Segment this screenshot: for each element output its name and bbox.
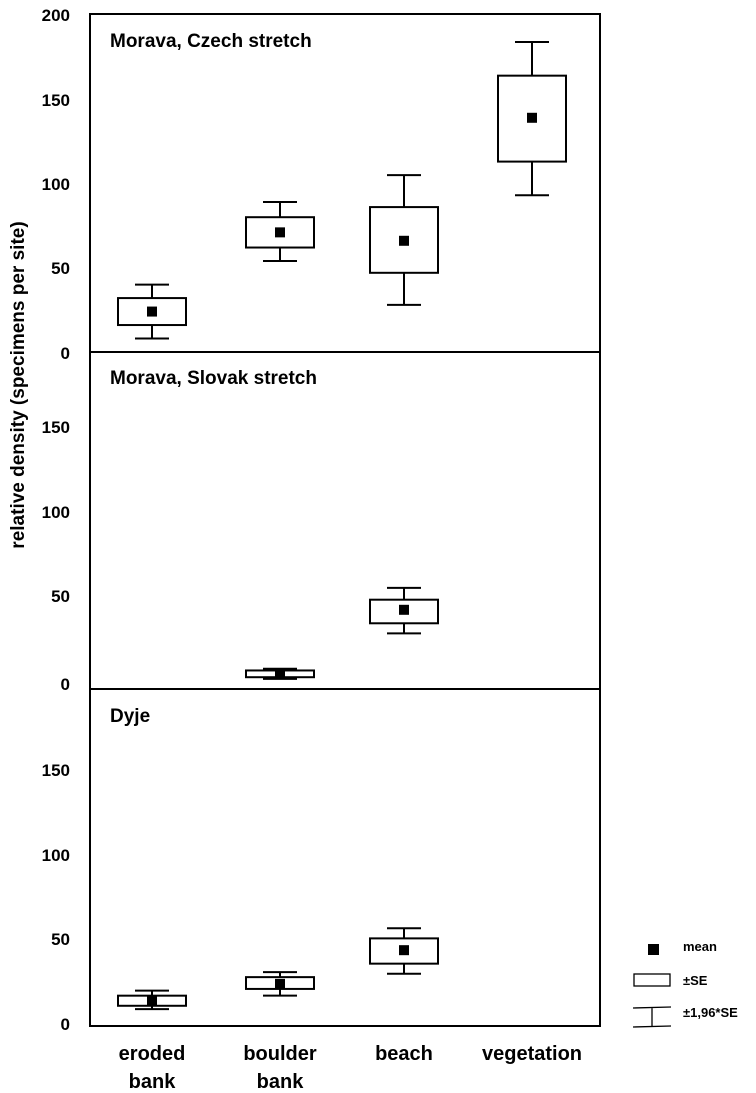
category-label-boulder-line2: bank xyxy=(257,1071,305,1093)
mean-marker-beach xyxy=(399,945,409,956)
category-label-boulder-line1: boulder xyxy=(243,1043,317,1065)
y-tick-label: 200 xyxy=(42,6,70,25)
mean-marker-eroded-bank xyxy=(147,306,157,317)
y-tick-label: 50 xyxy=(51,930,70,949)
mean-marker-beach xyxy=(399,604,409,615)
y-tick-label: 150 xyxy=(42,761,70,780)
panel-title-slovak: Morava, Slovak stretch xyxy=(110,368,317,389)
plot-frame xyxy=(89,13,601,1027)
panel-title-czech: Morava, Czech stretch xyxy=(110,31,312,52)
legend-mean-marker xyxy=(648,944,659,955)
y-tick-label: 0 xyxy=(61,344,70,363)
panel-title-dyje: Dyje xyxy=(110,706,150,727)
y-tick-label: 150 xyxy=(42,91,70,110)
mean-marker-boulder-bank xyxy=(275,227,285,238)
y-tick-label: 150 xyxy=(42,418,70,437)
mean-marker-beach xyxy=(399,235,409,246)
y-tick-label: 100 xyxy=(42,503,70,522)
y-tick-label: 50 xyxy=(51,259,70,278)
category-label-beach: beach xyxy=(375,1043,433,1065)
mean-marker-boulder-bank xyxy=(275,668,285,679)
y-tick-label: 0 xyxy=(61,1015,70,1034)
y-tick-label: 100 xyxy=(42,175,70,194)
legend-ci-whisker xyxy=(632,1006,672,1028)
y-tick-label: 100 xyxy=(42,846,70,865)
legend-se-label: ±SE xyxy=(683,973,708,988)
category-label-eroded-line2: bank xyxy=(129,1071,177,1093)
legend: mean ±SE ±1,96*SE xyxy=(632,939,738,1028)
y-tick-label: 50 xyxy=(51,587,70,606)
category-label-eroded-line1: eroded xyxy=(119,1043,186,1065)
category-label-vegetation: vegetation xyxy=(482,1043,582,1065)
box-plots xyxy=(117,40,567,1011)
legend-se-box xyxy=(633,973,671,987)
mean-marker-vegetation xyxy=(527,112,537,123)
y-tick-label: 0 xyxy=(61,675,70,694)
mean-marker-eroded-bank xyxy=(147,995,157,1006)
legend-ci-label: ±1,96*SE xyxy=(683,1005,738,1020)
mean-marker-boulder-bank xyxy=(275,978,285,989)
y-axis-label: relative density (specimens per site) xyxy=(8,221,29,548)
se-box-eroded-bank xyxy=(117,297,187,327)
legend-mean-label: mean xyxy=(683,939,717,954)
